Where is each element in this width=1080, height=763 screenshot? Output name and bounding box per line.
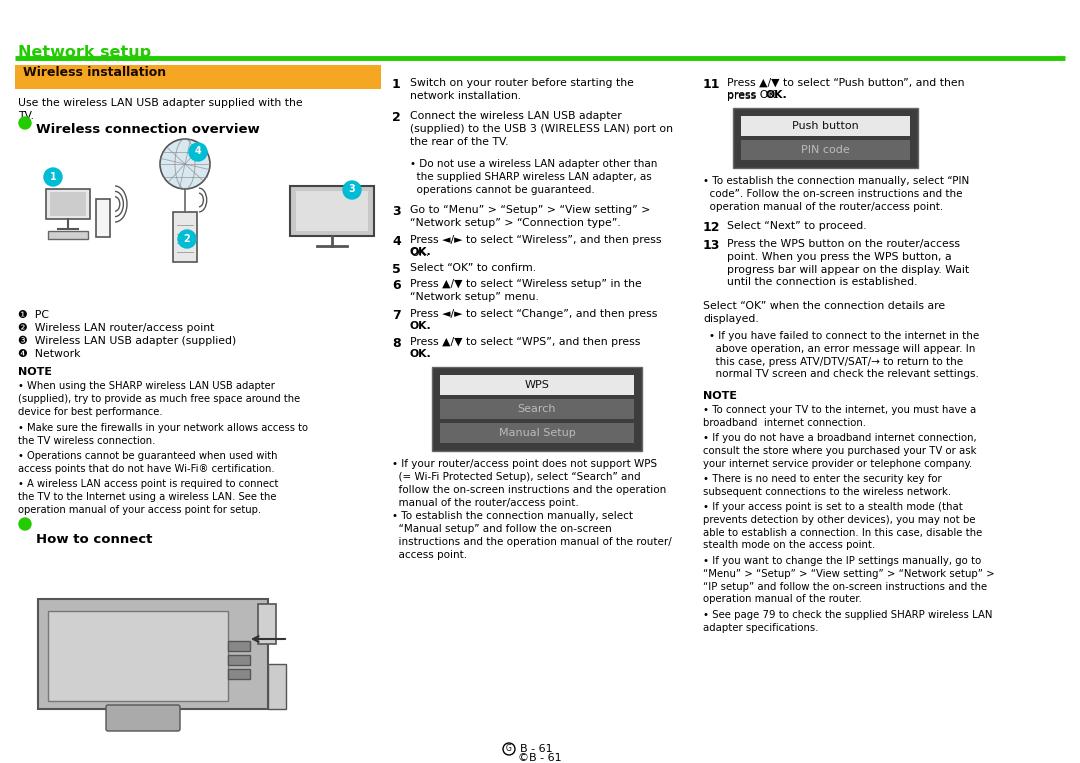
Text: Connect the wireless LAN USB adapter
(supplied) to the USB 3 (WIRELESS LAN) port: Connect the wireless LAN USB adapter (su… bbox=[410, 111, 673, 146]
Text: Select “OK” to confirm.: Select “OK” to confirm. bbox=[410, 263, 536, 273]
Text: ❹  Network: ❹ Network bbox=[18, 349, 81, 359]
Circle shape bbox=[189, 143, 207, 161]
Circle shape bbox=[160, 139, 210, 189]
Text: 8: 8 bbox=[392, 337, 401, 350]
Text: NOTE: NOTE bbox=[18, 367, 52, 377]
Text: Switch on your router before starting the
network installation.: Switch on your router before starting th… bbox=[410, 78, 634, 101]
Text: G: G bbox=[507, 744, 512, 753]
Text: Use the wireless LAN USB adapter supplied with the
TV.: Use the wireless LAN USB adapter supplie… bbox=[18, 98, 302, 121]
Bar bbox=[46, 189, 90, 219]
Circle shape bbox=[343, 181, 361, 199]
Text: • If your router/access point does not support WPS
  (= Wi-Fi Protected Setup), : • If your router/access point does not s… bbox=[392, 459, 672, 560]
Text: 1: 1 bbox=[392, 78, 401, 91]
Bar bbox=[228, 655, 249, 665]
Text: • Operations cannot be guaranteed when used with
access points that do not have : • Operations cannot be guaranteed when u… bbox=[18, 451, 278, 474]
Text: 7: 7 bbox=[392, 309, 401, 322]
Text: • To connect your TV to the internet, you must have a
broadband  internet connec: • To connect your TV to the internet, yo… bbox=[703, 405, 976, 428]
Text: Push button: Push button bbox=[792, 121, 859, 131]
Text: press OK.: press OK. bbox=[727, 90, 779, 100]
Text: 3: 3 bbox=[349, 185, 355, 195]
Text: Wireless connection overview: Wireless connection overview bbox=[36, 123, 260, 136]
Text: • See page 79 to check the supplied SHARP wireless LAN
adapter specifications.: • See page 79 to check the supplied SHAR… bbox=[703, 610, 993, 633]
Circle shape bbox=[44, 168, 62, 186]
Text: 5: 5 bbox=[392, 263, 401, 276]
Text: • When using the SHARP wireless LAN USB adapter
(supplied), try to provide as mu: • When using the SHARP wireless LAN USB … bbox=[18, 381, 300, 417]
Bar bbox=[228, 669, 249, 679]
Text: OK.: OK. bbox=[410, 247, 432, 257]
Text: • There is no need to enter the security key for
subsequent connections to the w: • There is no need to enter the security… bbox=[703, 474, 951, 497]
Text: 6: 6 bbox=[392, 279, 401, 292]
Text: Network setup: Network setup bbox=[18, 45, 151, 60]
Text: Press the WPS button on the router/access
point. When you press the WPS button, : Press the WPS button on the router/acces… bbox=[727, 239, 969, 288]
Text: 3: 3 bbox=[392, 205, 401, 218]
Text: 2: 2 bbox=[184, 233, 190, 243]
Text: • Make sure the firewalls in your network allows access to
the TV wireless conne: • Make sure the firewalls in your networ… bbox=[18, 423, 308, 446]
Circle shape bbox=[178, 230, 195, 248]
Bar bbox=[741, 140, 910, 160]
Bar bbox=[258, 604, 276, 644]
Bar bbox=[733, 108, 918, 168]
Text: ❸  Wireless LAN USB adapter (supplied): ❸ Wireless LAN USB adapter (supplied) bbox=[18, 336, 237, 346]
Text: • A wireless LAN access point is required to connect
the TV to the Internet usin: • A wireless LAN access point is require… bbox=[18, 479, 279, 514]
Bar bbox=[432, 367, 642, 451]
Bar bbox=[50, 192, 86, 216]
Text: Press ◄/► to select “Change”, and then press: Press ◄/► to select “Change”, and then p… bbox=[410, 309, 658, 319]
Text: 11: 11 bbox=[703, 78, 720, 91]
Text: Press ▲/▼ to select “Wireless setup” in the
“Network setup” menu.: Press ▲/▼ to select “Wireless setup” in … bbox=[410, 279, 642, 302]
Text: Search: Search bbox=[517, 404, 556, 414]
Text: Wireless installation: Wireless installation bbox=[23, 66, 166, 79]
Bar bbox=[741, 116, 910, 136]
Bar bbox=[48, 611, 228, 701]
Text: How to connect: How to connect bbox=[36, 533, 152, 546]
Text: NOTE: NOTE bbox=[703, 391, 737, 401]
Text: 4: 4 bbox=[392, 235, 401, 248]
Text: 4: 4 bbox=[194, 146, 201, 156]
Text: Select “Next” to proceed.: Select “Next” to proceed. bbox=[727, 221, 866, 231]
Bar bbox=[440, 423, 634, 443]
Text: 13: 13 bbox=[703, 239, 720, 252]
Bar bbox=[48, 231, 87, 239]
Text: • If you want to change the IP settings manually, go to
“Menu” > “Setup” > “View: • If you want to change the IP settings … bbox=[703, 556, 995, 604]
Text: • To establish the connection manually, select “PIN
  code”. Follow the on-scree: • To establish the connection manually, … bbox=[703, 176, 969, 212]
Text: OK.: OK. bbox=[410, 349, 432, 359]
Bar bbox=[440, 375, 634, 395]
Text: WPS: WPS bbox=[525, 380, 550, 390]
Text: Go to “Menu” > “Setup” > “View setting” >
“Network setup” > “Connection type”.: Go to “Menu” > “Setup” > “View setting” … bbox=[410, 205, 650, 228]
Text: • If you have failed to connect to the internet in the
  above operation, an err: • If you have failed to connect to the i… bbox=[708, 331, 980, 379]
Text: ❶  PC: ❶ PC bbox=[18, 310, 49, 320]
Bar bbox=[440, 399, 634, 419]
Text: B - 61: B - 61 bbox=[519, 743, 553, 754]
Text: Press ▲/▼ to select “Push button”, and then
press: Press ▲/▼ to select “Push button”, and t… bbox=[727, 78, 964, 101]
Text: Select “OK” when the connection details are
displayed.: Select “OK” when the connection details … bbox=[703, 301, 945, 324]
Text: Press ◄/► to select “Wireless”, and then press
OK.: Press ◄/► to select “Wireless”, and then… bbox=[410, 235, 661, 258]
Bar bbox=[173, 212, 197, 262]
Bar bbox=[96, 199, 110, 237]
Text: 12: 12 bbox=[703, 221, 720, 234]
Text: Manual Setup: Manual Setup bbox=[499, 428, 576, 438]
Bar bbox=[291, 186, 374, 236]
Circle shape bbox=[19, 518, 31, 530]
Text: 1: 1 bbox=[50, 172, 56, 182]
Text: 2: 2 bbox=[392, 111, 401, 124]
Circle shape bbox=[19, 117, 31, 129]
Text: • If your access point is set to a stealth mode (that
prevents detection by othe: • If your access point is set to a steal… bbox=[703, 502, 982, 550]
Bar bbox=[228, 641, 249, 651]
FancyBboxPatch shape bbox=[106, 705, 180, 731]
Text: OK.: OK. bbox=[410, 321, 432, 331]
Bar bbox=[15, 65, 381, 89]
Text: PIN code: PIN code bbox=[801, 145, 850, 155]
Text: Press ▲/▼ to select “WPS”, and then press: Press ▲/▼ to select “WPS”, and then pres… bbox=[410, 337, 640, 347]
Text: ❷  Wireless LAN router/access point: ❷ Wireless LAN router/access point bbox=[18, 323, 214, 333]
Bar bbox=[38, 599, 268, 709]
Bar bbox=[268, 664, 286, 709]
Text: • Do not use a wireless LAN adapter other than
  the supplied SHARP wireless LAN: • Do not use a wireless LAN adapter othe… bbox=[410, 159, 658, 195]
Text: • If you do not have a broadband internet connection,
consult the store where yo: • If you do not have a broadband interne… bbox=[703, 433, 976, 468]
Bar bbox=[296, 191, 368, 231]
Text: OK.: OK. bbox=[765, 90, 786, 100]
Text: ©B - 61: ©B - 61 bbox=[518, 753, 562, 763]
